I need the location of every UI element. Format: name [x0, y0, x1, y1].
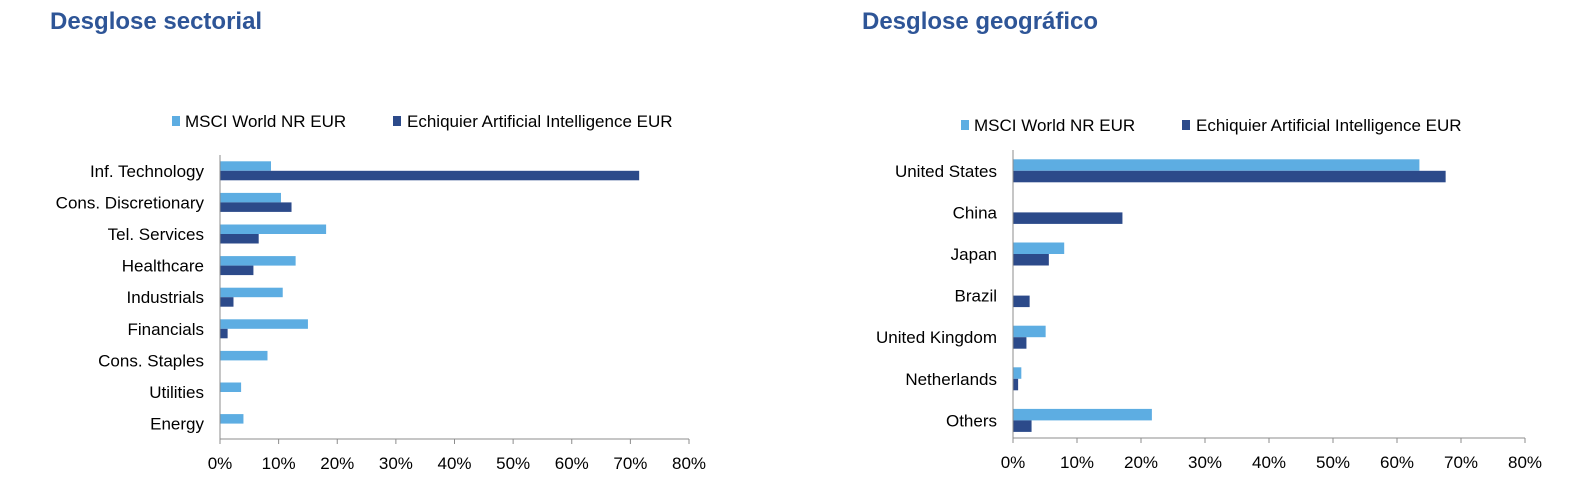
bar-msci — [1013, 242, 1065, 254]
bar-msci — [220, 192, 281, 203]
chart-sector: MSCI World NR EUR Echiquier Artificial In… — [56, 112, 706, 473]
legend-swatch-1 — [1182, 120, 1190, 130]
category-label: Industrials — [127, 288, 204, 307]
sector-chart-title: Desglose sectorial — [50, 8, 263, 35]
category-label: Brazil — [954, 287, 997, 306]
category-label: Tel. Services — [108, 225, 204, 244]
legend-label-0: MSCI World NR EUR — [974, 116, 1135, 135]
category-label: Others — [946, 411, 997, 430]
chart-geo: MSCI World NR EUR Echiquier Artificial In… — [876, 116, 1542, 472]
x-tick-label: 0% — [208, 454, 233, 473]
geo-chart-title: Desglose geográfico — [862, 8, 1099, 35]
bar-msci — [1013, 408, 1152, 421]
bar-fund — [220, 265, 254, 276]
bar-msci — [220, 382, 242, 392]
bar-fund — [1013, 254, 1049, 266]
category-label: Cons. Discretionary — [56, 193, 205, 212]
legend-swatch-0 — [961, 120, 969, 130]
x-tick-label: 80% — [1508, 453, 1542, 472]
bar-msci — [220, 256, 296, 266]
x-tick-label: 80% — [672, 454, 706, 473]
x-tick-label: 60% — [1380, 453, 1414, 472]
bar-fund — [220, 328, 228, 339]
category-label: Utilities — [149, 383, 204, 402]
x-tick-label: 50% — [496, 454, 530, 473]
bar-fund — [220, 202, 292, 212]
category-label: Netherlands — [905, 370, 997, 389]
x-tick-label: 50% — [1316, 453, 1350, 472]
x-tick-label: 30% — [1188, 453, 1222, 472]
category-label: United Kingdom — [876, 328, 997, 347]
bar-fund — [220, 234, 259, 244]
bar-fund — [1013, 170, 1446, 183]
x-tick-label: 0% — [1001, 453, 1026, 472]
category-label: Energy — [150, 415, 204, 434]
bar-msci — [1013, 367, 1022, 379]
category-label: Financials — [127, 320, 204, 339]
bar-fund — [1013, 212, 1123, 224]
category-label: China — [953, 203, 998, 222]
category-label: Inf. Technology — [90, 162, 205, 181]
x-tick-label: 10% — [1060, 453, 1094, 472]
x-tick-label: 40% — [1252, 453, 1286, 472]
x-tick-label: 60% — [555, 454, 589, 473]
x-tick-label: 10% — [262, 454, 296, 473]
bar-fund — [220, 297, 234, 307]
bar-msci — [220, 287, 283, 298]
x-tick-label: 20% — [1124, 453, 1158, 472]
category-label: United States — [895, 162, 997, 181]
bar-msci — [220, 350, 268, 361]
x-tick-label: 70% — [613, 454, 647, 473]
x-tick-label: 40% — [437, 454, 471, 473]
bar-msci — [220, 161, 272, 171]
legend-swatch-1 — [393, 116, 401, 126]
category-label: Japan — [951, 245, 997, 264]
bar-msci — [220, 319, 308, 329]
bar-msci — [1013, 159, 1420, 171]
legend-swatch-0 — [172, 116, 180, 126]
x-tick-label: 70% — [1444, 453, 1478, 472]
bar-msci — [1013, 325, 1046, 338]
bar-fund — [1013, 420, 1032, 432]
bar-msci — [220, 224, 327, 234]
legend-label-1: Echiquier Artificial Intelligence EUR — [1196, 116, 1462, 135]
legend-label-1: Echiquier Artificial Intelligence EUR — [407, 112, 673, 131]
category-label: Healthcare — [122, 257, 204, 276]
bar-fund — [1013, 378, 1019, 391]
legend-label-0: MSCI World NR EUR — [185, 112, 346, 131]
bar-msci — [220, 414, 244, 424]
x-tick-label: 30% — [379, 454, 413, 473]
bar-fund — [220, 170, 640, 181]
bar-fund — [1013, 337, 1027, 349]
bar-fund — [1013, 295, 1030, 308]
x-tick-label: 20% — [320, 454, 354, 473]
category-label: Cons. Staples — [98, 351, 204, 370]
